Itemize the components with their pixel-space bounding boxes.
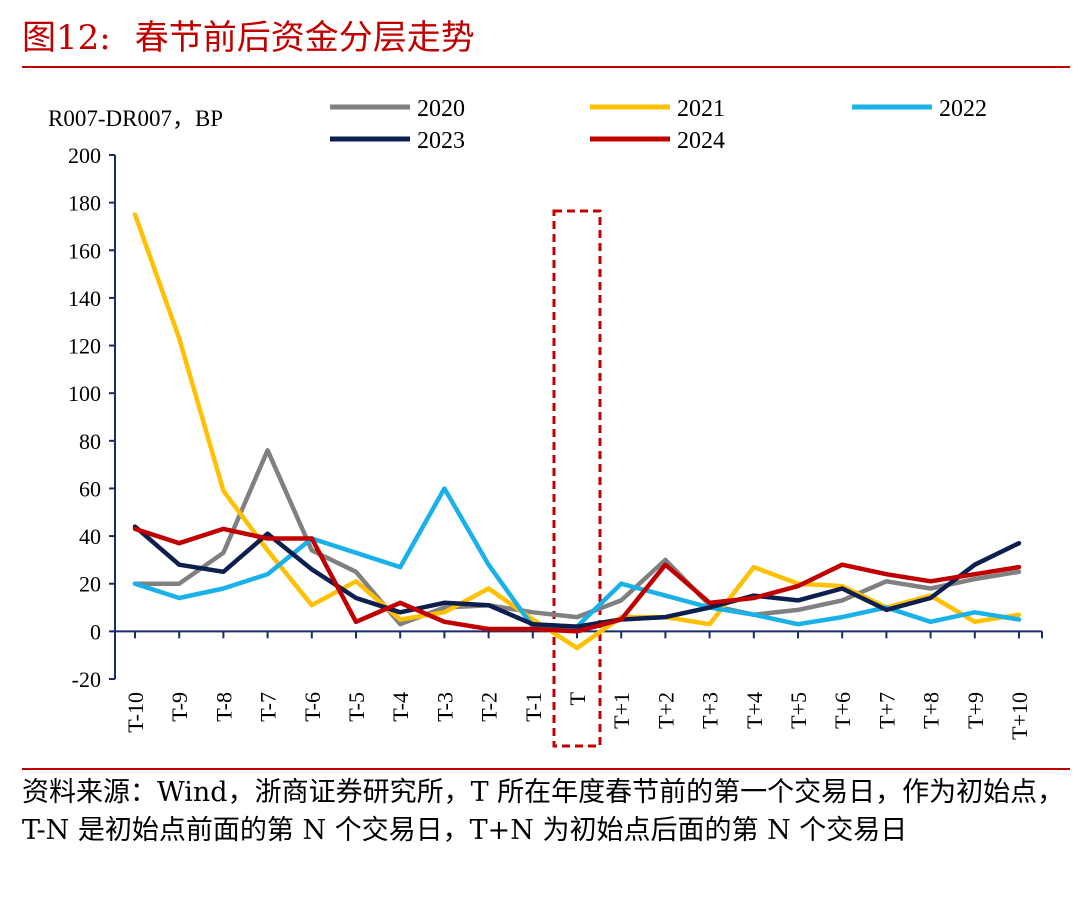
y-tick-label: 120 <box>68 334 101 359</box>
legend-label-2024: 2024 <box>677 128 725 154</box>
y-tick-label: 160 <box>68 238 101 263</box>
x-tick-label: T-1 <box>521 692 546 722</box>
x-tick-label: T+7 <box>874 692 899 729</box>
y-tick-label: 200 <box>68 143 101 168</box>
y-tick-label: 0 <box>90 619 101 644</box>
y-tick-label: 140 <box>68 286 101 311</box>
line-chart: -20 0 20 40 60 80 100 120 140 160 180 200 T-10 T-9 T-8… <box>48 96 1043 748</box>
y-tick-label: 180 <box>68 191 101 216</box>
y-tick-label: 40 <box>79 524 101 549</box>
figure-title-text: 春节前后资金分层走势 <box>134 18 475 58</box>
legend-label-2020: 2020 <box>417 96 465 122</box>
series-line-2024 <box>132 526 1022 634</box>
x-tick-label: T+3 <box>698 692 723 729</box>
series-lines <box>132 212 1022 651</box>
y-tick-label: 20 <box>79 572 101 597</box>
x-tick-label: T+4 <box>742 692 767 729</box>
series-line-2023 <box>132 524 1022 629</box>
y-tick-label: 100 <box>68 381 101 406</box>
y-tick-label: 80 <box>79 429 101 454</box>
figure-title: 图12: 春节前后资金分层走势 <box>22 10 475 59</box>
chart-legend: 2020 2021 2022 2023 2024 <box>330 96 987 154</box>
source-note: 资料来源：Wind，浙商证券研究所，T 所在年度春节前的第一个交易日，作为初始点… <box>22 777 1065 846</box>
x-tick-label: T+9 <box>963 692 988 729</box>
x-tick-label: T-10 <box>123 692 148 733</box>
legend-label-2022: 2022 <box>939 96 987 122</box>
x-tick-label: T-5 <box>344 692 369 722</box>
series-line-2020 <box>132 448 1022 627</box>
legend-label-2023: 2023 <box>417 128 465 154</box>
x-tick-label: T-4 <box>388 692 413 722</box>
x-tick-label: T+6 <box>830 692 855 729</box>
title-divider <box>22 66 1070 68</box>
series-line-2022 <box>132 486 1022 629</box>
x-tick-label: T <box>565 691 590 705</box>
y-axis-unit-label: R007-DR007，BP <box>48 106 223 131</box>
chart-axes: -20 0 20 40 60 80 100 120 140 160 180 200 T-10 T-9 T-8… <box>68 143 1043 740</box>
highlight-box-group <box>552 209 602 748</box>
x-tick-label: T-6 <box>300 692 325 722</box>
x-tick-label: T+1 <box>609 692 634 729</box>
x-tick-label: T+8 <box>919 692 944 729</box>
x-tick-label: T-7 <box>256 692 281 722</box>
x-tick-label: T-9 <box>167 692 192 722</box>
x-tick-label: T+10 <box>1007 692 1032 740</box>
source-divider <box>22 768 1070 770</box>
x-tick-label: T-3 <box>432 692 457 722</box>
highlight-box <box>552 209 602 748</box>
x-tick-label: T-8 <box>211 692 236 722</box>
x-tick-label: T+2 <box>653 692 678 729</box>
x-tick-label: T+5 <box>786 692 811 729</box>
figure-number: 图12: <box>22 18 111 58</box>
y-tick-label: 60 <box>79 476 101 501</box>
y-tick-label: -20 <box>72 667 101 692</box>
legend-label-2021: 2021 <box>677 96 725 122</box>
x-tick-label: T-2 <box>477 692 502 722</box>
